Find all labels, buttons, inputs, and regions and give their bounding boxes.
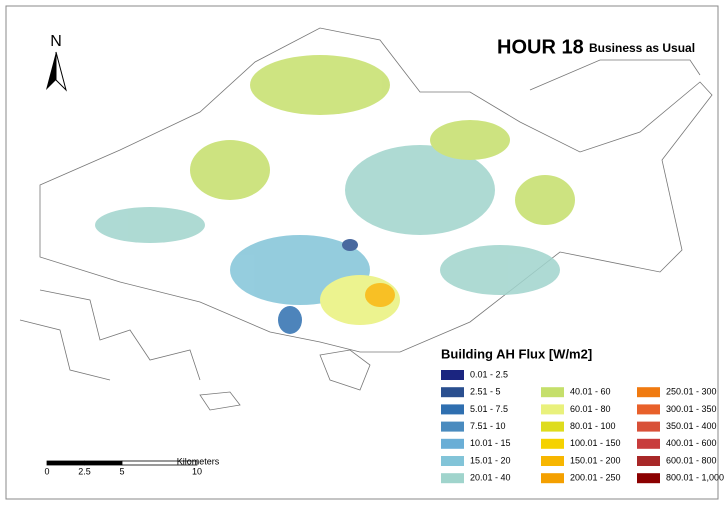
legend-swatch [541,473,564,484]
legend-title: Building AH Flux [W/m2] [441,346,592,361]
legend-swatch [541,387,564,398]
legend-label: 150.01 - 200 [570,455,621,465]
legend-label: 15.01 - 20 [470,455,511,465]
legend-label: 250.01 - 300 [666,387,717,397]
legend-swatch [637,421,660,432]
legend-label: 800.01 - 1,000 [666,473,724,483]
legend: 0.01 - 2.5 2.51 - 5 5.01 - 7.5 7.51 - 10 10.… [441,369,724,484]
legend-label: 350.01 - 400 [666,421,717,431]
building-patches [95,55,575,334]
legend-label: 200.01 - 250 [570,473,621,483]
scale-tick-label: 5 [119,466,124,476]
legend-swatch [637,404,660,415]
legend-swatch [541,456,564,466]
legend-swatch [637,438,660,449]
legend-label: 400.01 - 600 [666,438,717,448]
legend-swatch [541,404,564,415]
scale-segment [121,460,198,466]
legend-swatch [441,421,464,432]
legend-label: 5.01 - 7.5 [470,404,508,414]
legend-swatch [441,438,464,449]
legend-swatch [441,387,464,398]
legend-label: 0.01 - 2.5 [470,369,508,379]
north-arrow: N [46,33,67,92]
legend-label: 600.01 - 800 [666,455,717,465]
scale-tick-label: 2.5 [78,466,91,476]
legend-label: 7.51 - 10 [470,421,506,431]
scale-segment [46,460,85,466]
legend-swatch [541,421,564,432]
scale-tick-label: 0 [44,466,49,476]
legend-label: 300.01 - 350 [666,404,717,414]
legend-swatch [441,404,464,415]
legend-swatch [441,370,464,380]
scale-unit: Kilometers [177,456,220,466]
legend-label: 60.01 - 80 [570,404,611,414]
legend-label: 100.01 - 150 [570,438,621,448]
scale-segment [84,460,123,466]
legend-swatch [541,438,564,449]
map-title: HOUR 18 [497,36,584,58]
legend-label: 80.01 - 100 [570,421,616,431]
legend-swatch [637,473,660,484]
legend-label: 40.01 - 60 [570,387,611,397]
legend-swatch [637,456,660,466]
legend-swatch [637,387,660,398]
north-label: N [50,33,62,50]
legend-swatch [441,456,464,466]
legend-label: 2.51 - 5 [470,387,501,397]
map-subtitle: Business as Usual [589,41,695,55]
scale-tick-label: 10 [192,466,202,476]
legend-label: 10.01 - 15 [470,438,511,448]
legend-swatch [441,473,464,484]
legend-label: 20.01 - 40 [470,473,511,483]
